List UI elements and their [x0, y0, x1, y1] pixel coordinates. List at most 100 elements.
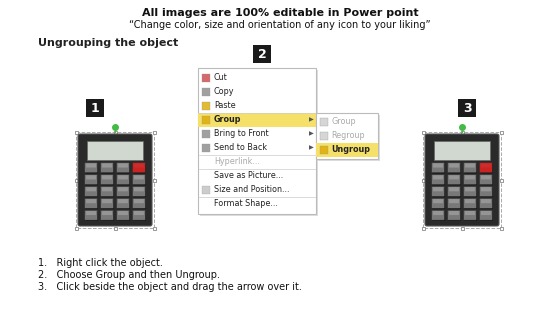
- FancyBboxPatch shape: [433, 163, 443, 168]
- FancyBboxPatch shape: [432, 198, 444, 208]
- Bar: [422, 179, 424, 181]
- Text: Group: Group: [331, 117, 356, 127]
- FancyBboxPatch shape: [200, 70, 318, 216]
- FancyBboxPatch shape: [202, 144, 210, 152]
- FancyBboxPatch shape: [447, 210, 460, 220]
- Bar: [500, 130, 502, 134]
- Bar: [152, 226, 156, 230]
- FancyBboxPatch shape: [448, 211, 461, 221]
- FancyBboxPatch shape: [449, 199, 459, 203]
- Bar: [500, 179, 502, 181]
- FancyBboxPatch shape: [85, 186, 97, 196]
- Bar: [500, 226, 502, 230]
- FancyBboxPatch shape: [448, 187, 461, 197]
- FancyBboxPatch shape: [133, 163, 146, 173]
- FancyBboxPatch shape: [433, 199, 443, 203]
- FancyBboxPatch shape: [480, 175, 492, 185]
- FancyBboxPatch shape: [117, 199, 130, 209]
- FancyBboxPatch shape: [133, 187, 146, 197]
- Text: 2: 2: [258, 48, 267, 61]
- Text: 2.   Choose Group and then Ungroup.: 2. Choose Group and then Ungroup.: [38, 270, 220, 280]
- Text: Regroup: Regroup: [331, 131, 365, 140]
- FancyBboxPatch shape: [464, 199, 477, 209]
- Text: Paste: Paste: [214, 101, 236, 111]
- FancyBboxPatch shape: [85, 210, 97, 220]
- FancyBboxPatch shape: [133, 211, 146, 221]
- FancyBboxPatch shape: [432, 186, 444, 196]
- Bar: [422, 130, 424, 134]
- Bar: [74, 179, 77, 181]
- FancyBboxPatch shape: [87, 141, 143, 160]
- FancyBboxPatch shape: [101, 211, 114, 221]
- FancyBboxPatch shape: [101, 175, 114, 185]
- FancyBboxPatch shape: [85, 198, 97, 208]
- FancyBboxPatch shape: [85, 175, 98, 185]
- FancyBboxPatch shape: [116, 163, 129, 173]
- FancyBboxPatch shape: [101, 199, 114, 209]
- FancyBboxPatch shape: [320, 118, 328, 126]
- Text: ▶: ▶: [309, 146, 314, 151]
- FancyBboxPatch shape: [448, 163, 461, 173]
- Bar: [114, 130, 116, 134]
- FancyBboxPatch shape: [101, 163, 113, 173]
- Text: Cut: Cut: [214, 73, 228, 83]
- FancyBboxPatch shape: [133, 186, 145, 196]
- FancyBboxPatch shape: [116, 198, 129, 208]
- FancyBboxPatch shape: [85, 175, 97, 185]
- FancyBboxPatch shape: [481, 175, 491, 180]
- FancyBboxPatch shape: [464, 163, 477, 173]
- Bar: [460, 226, 464, 230]
- FancyBboxPatch shape: [101, 187, 114, 197]
- FancyBboxPatch shape: [481, 199, 491, 203]
- FancyBboxPatch shape: [133, 163, 145, 173]
- FancyBboxPatch shape: [134, 163, 144, 168]
- FancyBboxPatch shape: [465, 187, 475, 191]
- FancyBboxPatch shape: [449, 163, 459, 168]
- FancyBboxPatch shape: [133, 175, 146, 185]
- FancyBboxPatch shape: [464, 175, 477, 185]
- Bar: [74, 130, 77, 134]
- FancyBboxPatch shape: [465, 199, 475, 203]
- FancyBboxPatch shape: [118, 187, 128, 191]
- FancyBboxPatch shape: [433, 141, 491, 160]
- FancyBboxPatch shape: [102, 163, 112, 168]
- Bar: [460, 130, 464, 134]
- Bar: [198, 113, 316, 127]
- FancyBboxPatch shape: [432, 163, 444, 173]
- FancyBboxPatch shape: [458, 99, 476, 117]
- FancyBboxPatch shape: [117, 175, 130, 185]
- FancyBboxPatch shape: [116, 210, 129, 220]
- FancyBboxPatch shape: [202, 74, 210, 82]
- FancyBboxPatch shape: [134, 175, 144, 180]
- FancyBboxPatch shape: [433, 211, 443, 215]
- FancyBboxPatch shape: [202, 88, 210, 96]
- FancyBboxPatch shape: [480, 186, 492, 196]
- FancyBboxPatch shape: [449, 211, 459, 215]
- Text: 1.   Right click the object.: 1. Right click the object.: [38, 258, 163, 268]
- FancyBboxPatch shape: [464, 163, 477, 173]
- FancyBboxPatch shape: [481, 211, 491, 215]
- FancyBboxPatch shape: [102, 211, 112, 215]
- FancyBboxPatch shape: [465, 175, 475, 180]
- FancyBboxPatch shape: [432, 163, 445, 173]
- FancyBboxPatch shape: [118, 175, 128, 180]
- FancyBboxPatch shape: [118, 211, 128, 215]
- FancyBboxPatch shape: [101, 175, 113, 185]
- FancyBboxPatch shape: [447, 163, 460, 173]
- FancyBboxPatch shape: [447, 198, 460, 208]
- FancyBboxPatch shape: [133, 199, 146, 209]
- FancyBboxPatch shape: [481, 163, 491, 168]
- FancyBboxPatch shape: [464, 187, 477, 197]
- FancyBboxPatch shape: [465, 211, 475, 215]
- FancyBboxPatch shape: [433, 175, 443, 180]
- Bar: [74, 226, 77, 230]
- FancyBboxPatch shape: [102, 175, 112, 180]
- FancyBboxPatch shape: [464, 211, 477, 221]
- FancyBboxPatch shape: [86, 175, 96, 180]
- FancyBboxPatch shape: [202, 130, 210, 138]
- Text: 3: 3: [463, 102, 472, 115]
- Bar: [422, 226, 424, 230]
- FancyBboxPatch shape: [480, 211, 493, 221]
- FancyBboxPatch shape: [318, 115, 380, 161]
- FancyBboxPatch shape: [101, 198, 113, 208]
